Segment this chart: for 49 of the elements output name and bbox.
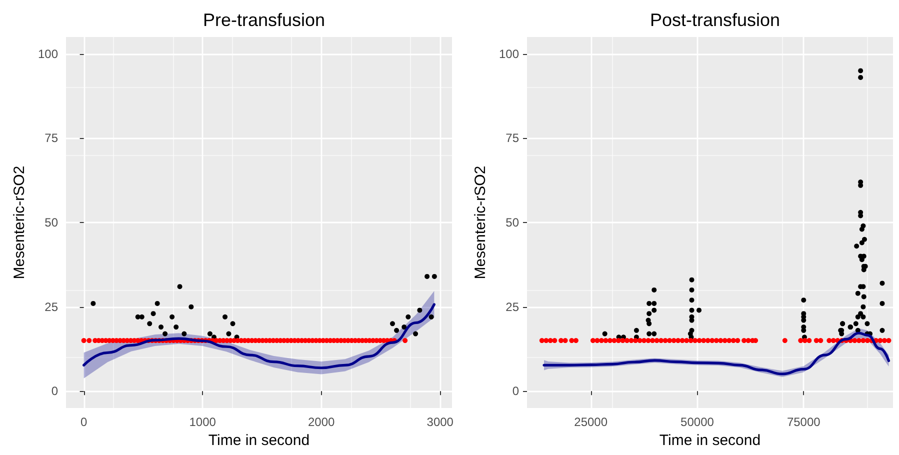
y-tick-label: 75 — [44, 131, 58, 146]
y-tick-label: 0 — [51, 384, 58, 398]
y-axis-title: Mesenteric-rSO2 — [11, 166, 28, 280]
x-tick-label: 75000 — [786, 415, 821, 429]
y-tick-label: 25 — [44, 300, 58, 314]
point — [222, 314, 228, 320]
x-tick-label: 25000 — [574, 415, 608, 429]
y-tick-label: 100 — [498, 46, 520, 61]
y-tick-label: 0 — [512, 384, 520, 398]
x-tick-label: 1000 — [189, 415, 216, 429]
point — [139, 314, 144, 320]
x-axis-title: Time in second — [659, 432, 761, 449]
point — [162, 331, 168, 336]
x-tick-label: 0 — [80, 415, 88, 429]
y-tick-label: 25 — [506, 300, 520, 314]
y-tick-label: 50 — [506, 216, 520, 230]
point — [182, 331, 187, 336]
point — [147, 321, 152, 326]
line-series — [82, 303, 436, 370]
point — [188, 304, 194, 310]
y-tick-label: 75 — [506, 131, 520, 146]
point — [402, 324, 407, 330]
chart-title: Pre-transfusion — [202, 10, 326, 30]
point — [158, 324, 164, 330]
point — [150, 311, 156, 316]
point — [174, 324, 179, 330]
point — [432, 274, 437, 279]
point — [154, 300, 160, 306]
point — [170, 314, 175, 320]
point — [226, 331, 232, 336]
point — [394, 328, 400, 333]
point — [417, 308, 422, 313]
chart-title: Post-transfusion — [650, 10, 780, 30]
point — [424, 274, 430, 279]
point — [406, 314, 411, 320]
point — [207, 331, 212, 336]
x-tick-label: 2000 — [308, 415, 336, 429]
point — [413, 331, 418, 336]
y-tick-label: 50 — [44, 216, 58, 230]
y-tick-label: 100 — [38, 46, 58, 61]
y-axis-title: Mesenteric-rSO2 — [472, 166, 490, 280]
point — [177, 284, 182, 290]
x-axis-title: Time in second — [208, 432, 310, 449]
x-tick-label: 50000 — [680, 415, 714, 429]
point — [90, 300, 96, 306]
x-tick-label: 3000 — [426, 415, 454, 429]
point — [390, 321, 395, 326]
point — [230, 321, 236, 326]
point — [428, 314, 434, 320]
